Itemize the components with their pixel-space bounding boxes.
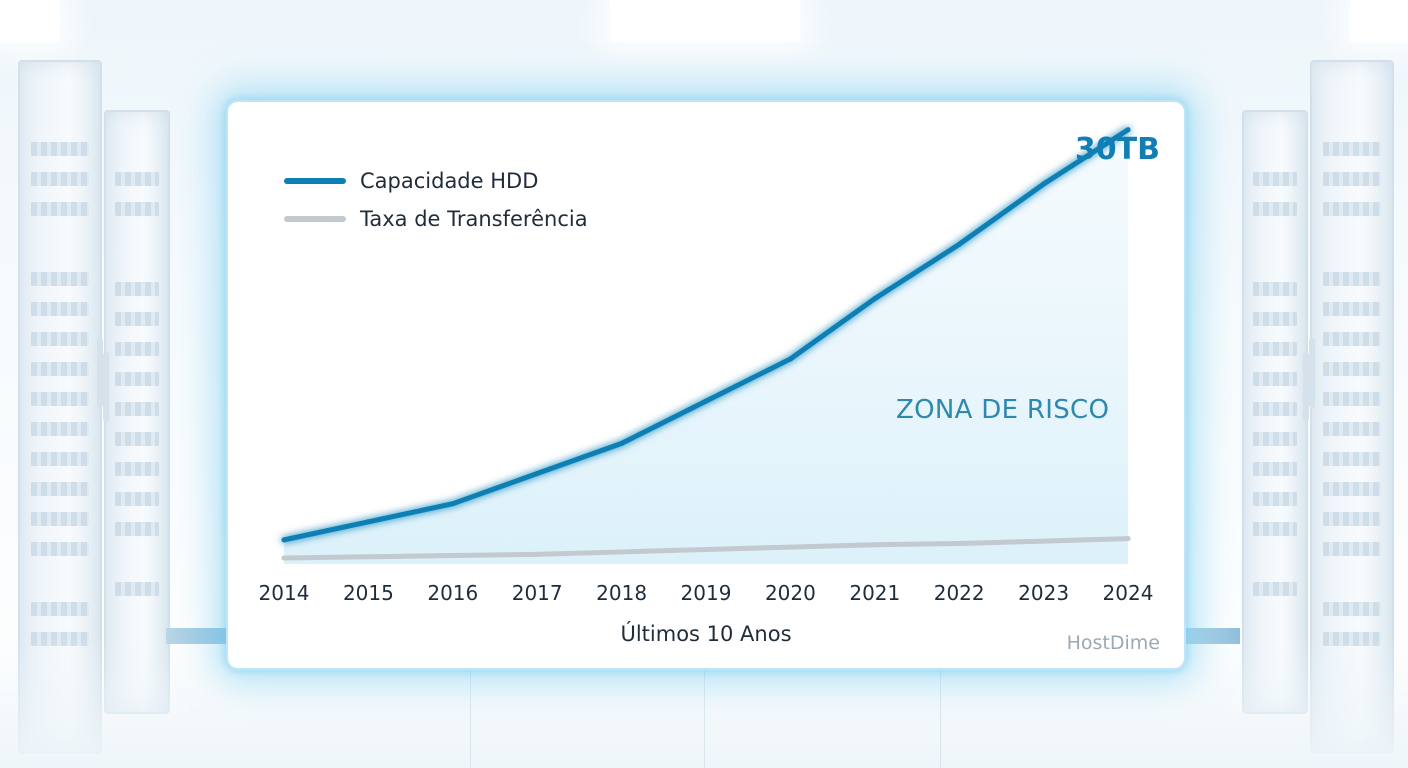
- ceiling-light: [1350, 0, 1408, 42]
- capacity-point: [872, 296, 878, 302]
- capacity-point: [619, 440, 625, 446]
- x-tick-label: 2017: [512, 581, 563, 605]
- capacity-point: [450, 501, 456, 507]
- capacity-point: [365, 519, 371, 525]
- brand-label: HostDime: [1066, 632, 1160, 654]
- x-tick-label: 2019: [681, 581, 732, 605]
- x-tick-label: 2024: [1103, 581, 1154, 605]
- transfer-point: [956, 540, 962, 546]
- x-tick-label: 2022: [934, 581, 985, 605]
- transfer-point: [534, 551, 540, 557]
- x-tick-label: 2021: [849, 581, 900, 605]
- capacity-point: [1125, 127, 1131, 133]
- capacity-point: [956, 241, 962, 247]
- transfer-point: [450, 553, 456, 559]
- peak-annotation: 30TB: [1074, 132, 1160, 167]
- capacity-point: [1041, 181, 1047, 187]
- x-tick-label: 2018: [596, 581, 647, 605]
- x-tick-label: 2016: [427, 581, 478, 605]
- risk-zone-area: [284, 129, 1128, 564]
- transfer-point: [872, 542, 878, 548]
- x-axis-label: Últimos 10 Anos: [620, 622, 792, 646]
- x-tick-label: 2014: [259, 581, 310, 605]
- x-tick-label: 2015: [343, 581, 394, 605]
- x-tick-label: 2023: [1018, 581, 1069, 605]
- ceiling-light: [0, 0, 60, 42]
- transfer-point: [365, 554, 371, 560]
- server-rack: [1242, 110, 1309, 714]
- chart-card: 2014 2015 2016 2017 2018 2019 2020 2021 2022 2023…: [226, 100, 1186, 670]
- x-tick-label: 2020: [765, 581, 816, 605]
- transfer-point: [619, 549, 625, 555]
- legend-item-transfer: Taxa de Transferência: [284, 200, 588, 238]
- capacity-point: [534, 471, 540, 477]
- transfer-point: [1125, 536, 1131, 542]
- legend-swatch-transfer: [284, 216, 346, 222]
- transfer-point: [1041, 538, 1047, 544]
- line-chart: 2014 2015 2016 2017 2018 2019 2020 2021 2022 2023…: [259, 127, 1154, 605]
- chart-legend: Capacidade HDD Taxa de Transferência: [284, 162, 588, 238]
- transfer-point: [703, 547, 709, 553]
- capacity-point: [787, 356, 793, 362]
- capacity-point: [281, 537, 287, 543]
- legend-item-capacity: Capacidade HDD: [284, 162, 588, 200]
- ceiling-light: [610, 0, 800, 42]
- transfer-point: [787, 544, 793, 550]
- legend-swatch-capacity: [284, 178, 346, 184]
- risk-zone-label: ZONA DE RISCO: [896, 395, 1110, 425]
- capacity-point: [703, 398, 709, 404]
- legend-label-capacity: Capacidade HDD: [360, 169, 539, 193]
- legend-label-transfer: Taxa de Transferência: [360, 207, 588, 231]
- transfer-point: [281, 555, 287, 561]
- server-rack: [103, 110, 170, 714]
